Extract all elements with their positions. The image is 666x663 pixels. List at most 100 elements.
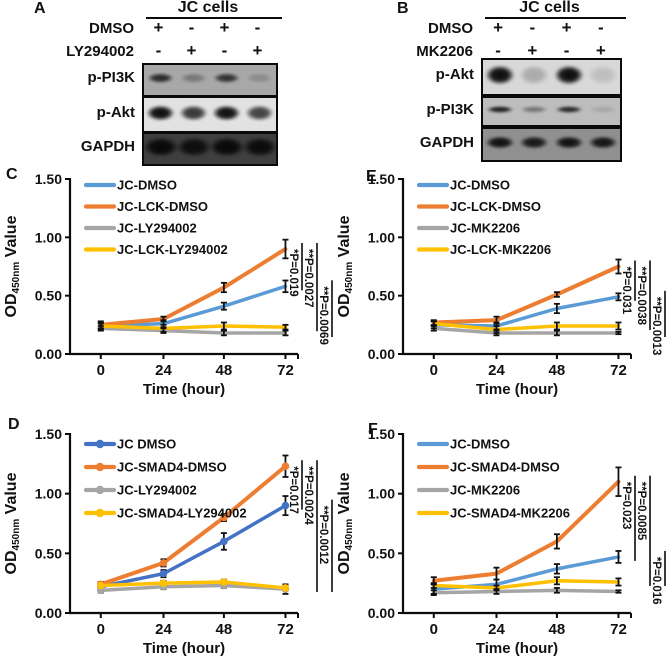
panel-chart-e: E 0.00 0.50 1.00 1.50 0 24 48 72 Time (hour) OD450… bbox=[333, 163, 666, 408]
svg-text:72: 72 bbox=[610, 621, 627, 638]
chart-c: 0.00 0.50 1.00 1.50 0 24 48 72 Time (hour) OD450n… bbox=[3, 171, 333, 398]
svg-text:Time (hour): Time (hour) bbox=[476, 640, 558, 657]
header-rule bbox=[485, 17, 626, 19]
panel-letter-e: E bbox=[366, 168, 377, 185]
condition-sign: + bbox=[493, 18, 504, 37]
svg-text:JC-SMAD4-LY294002: JC-SMAD4-LY294002 bbox=[117, 506, 247, 521]
condition-sign: + bbox=[595, 41, 606, 60]
panel-western-blot-a: A JC cells DMSO + - + - LY294002 - + - + p-PI3K p-Akt… bbox=[0, 0, 333, 166]
svg-text:JC-LCK-DMSO: JC-LCK-DMSO bbox=[117, 199, 208, 214]
svg-text:JC-LY294002: JC-LY294002 bbox=[117, 221, 197, 236]
panel-letter-b: B bbox=[397, 0, 409, 17]
chart-d: 0.00 0.50 1.00 1.50 0 24 48 72 Time (hour) OD450n… bbox=[3, 426, 333, 657]
blot-strip-p-pi3k bbox=[142, 63, 278, 97]
protein-band bbox=[486, 106, 515, 113]
panel-letter-a: A bbox=[34, 0, 46, 17]
blot-label: GAPDH bbox=[80, 138, 135, 155]
protein-band bbox=[144, 137, 179, 157]
protein-band bbox=[246, 73, 273, 83]
cells-header: JC cells bbox=[177, 0, 239, 16]
svg-text:24: 24 bbox=[488, 362, 505, 379]
panel-western-blot-b: B JC cells DMSO + - + - MK2206 - + - + p-Akt p-PI3K GA… bbox=[333, 0, 666, 163]
svg-text:*P=0.031: *P=0.031 bbox=[620, 267, 632, 315]
svg-text:48: 48 bbox=[216, 621, 233, 638]
svg-text:**P=0.0085: **P=0.0085 bbox=[635, 482, 647, 541]
svg-text:**P=0.0024: **P=0.0024 bbox=[302, 466, 314, 525]
condition-label: MK2206 bbox=[416, 43, 473, 60]
svg-text:**P=0.0038: **P=0.0038 bbox=[635, 267, 647, 326]
protein-band bbox=[587, 65, 618, 85]
condition-sign: + bbox=[153, 18, 164, 37]
svg-text:JC-SMAD4-DMSO: JC-SMAD4-DMSO bbox=[450, 460, 560, 475]
protein-band bbox=[553, 136, 584, 149]
protein-band bbox=[208, 137, 245, 157]
cells-header: JC cells bbox=[519, 0, 580, 16]
blot-strip-p-akt bbox=[142, 96, 278, 133]
svg-text:0.00: 0.00 bbox=[368, 346, 395, 362]
svg-text:24: 24 bbox=[155, 621, 172, 638]
condition-label: LY294002 bbox=[66, 43, 134, 60]
svg-text:0.00: 0.00 bbox=[35, 346, 62, 362]
svg-text:0: 0 bbox=[97, 621, 105, 638]
svg-text:*P=0.017: *P=0.017 bbox=[287, 466, 299, 514]
condition-sign: - bbox=[188, 18, 195, 37]
condition-sign: - bbox=[563, 41, 570, 60]
svg-text:1.00: 1.00 bbox=[368, 486, 395, 502]
svg-text:72: 72 bbox=[610, 362, 627, 379]
panel-letter-d: D bbox=[8, 416, 20, 433]
svg-text:OD450nm Value: OD450nm Value bbox=[3, 215, 22, 317]
protein-band bbox=[554, 106, 583, 113]
protein-band bbox=[212, 104, 241, 121]
protein-band bbox=[553, 65, 584, 85]
protein-band bbox=[175, 137, 212, 157]
blot-label: p-Akt bbox=[96, 104, 135, 121]
svg-text:JC-DMSO: JC-DMSO bbox=[450, 437, 510, 452]
svg-text:JC-SMAD4-MK2206: JC-SMAD4-MK2206 bbox=[450, 506, 570, 521]
panel-letter-c: C bbox=[6, 166, 18, 183]
protein-band bbox=[179, 104, 208, 121]
svg-text:1.50: 1.50 bbox=[368, 171, 395, 187]
protein-band bbox=[146, 104, 175, 121]
svg-text:0.50: 0.50 bbox=[35, 288, 62, 304]
svg-text:**P=0.0012: **P=0.0012 bbox=[317, 506, 329, 565]
svg-text:48: 48 bbox=[549, 362, 566, 379]
condition-sign: - bbox=[495, 41, 501, 60]
svg-text:*P=0.023: *P=0.023 bbox=[620, 482, 632, 530]
svg-text:48: 48 bbox=[549, 621, 566, 638]
svg-text:0.50: 0.50 bbox=[368, 288, 395, 304]
svg-text:JC-LCK-DMSO: JC-LCK-DMSO bbox=[450, 199, 541, 214]
svg-text:24: 24 bbox=[488, 621, 505, 638]
svg-text:JC-LCK-LY294002: JC-LCK-LY294002 bbox=[117, 242, 228, 257]
svg-text:1.00: 1.00 bbox=[35, 229, 62, 245]
protein-band bbox=[485, 65, 516, 85]
protein-band bbox=[520, 106, 549, 113]
svg-text:1.50: 1.50 bbox=[368, 426, 395, 442]
condition-sign: - bbox=[598, 18, 604, 37]
blot-label: p-Akt bbox=[435, 66, 474, 83]
svg-text:JC-LY294002: JC-LY294002 bbox=[117, 483, 197, 498]
condition-sign: + bbox=[561, 18, 572, 37]
svg-text:1.00: 1.00 bbox=[368, 229, 395, 245]
condition-label: DMSO bbox=[89, 20, 134, 37]
panel-chart-c: C 0.00 0.50 1.00 1.50 0 24 48 72 Time (hour) OD450… bbox=[0, 163, 333, 408]
svg-text:JC DMSO: JC DMSO bbox=[117, 437, 176, 452]
protein-band bbox=[245, 104, 274, 121]
svg-text:JC-LCK-MK2206: JC-LCK-MK2206 bbox=[450, 242, 551, 257]
blot-strip-p-akt bbox=[481, 58, 622, 96]
blot-strip-p-pi3k bbox=[481, 96, 622, 127]
svg-text:1.50: 1.50 bbox=[35, 171, 62, 187]
svg-text:1.50: 1.50 bbox=[35, 426, 62, 442]
svg-text:72: 72 bbox=[277, 621, 294, 638]
svg-text:JC-MK2206: JC-MK2206 bbox=[450, 483, 520, 498]
protein-band bbox=[180, 73, 207, 83]
condition-sign: - bbox=[254, 18, 261, 37]
svg-text:0: 0 bbox=[430, 621, 438, 638]
protein-band bbox=[587, 136, 618, 149]
svg-text:72: 72 bbox=[277, 362, 294, 379]
blot-strip-gapdh bbox=[142, 132, 278, 166]
svg-text:0.50: 0.50 bbox=[368, 545, 395, 561]
header-rule bbox=[146, 17, 282, 19]
blot-label: GAPDH bbox=[419, 134, 474, 151]
blot-label: p-PI3K bbox=[87, 69, 135, 86]
